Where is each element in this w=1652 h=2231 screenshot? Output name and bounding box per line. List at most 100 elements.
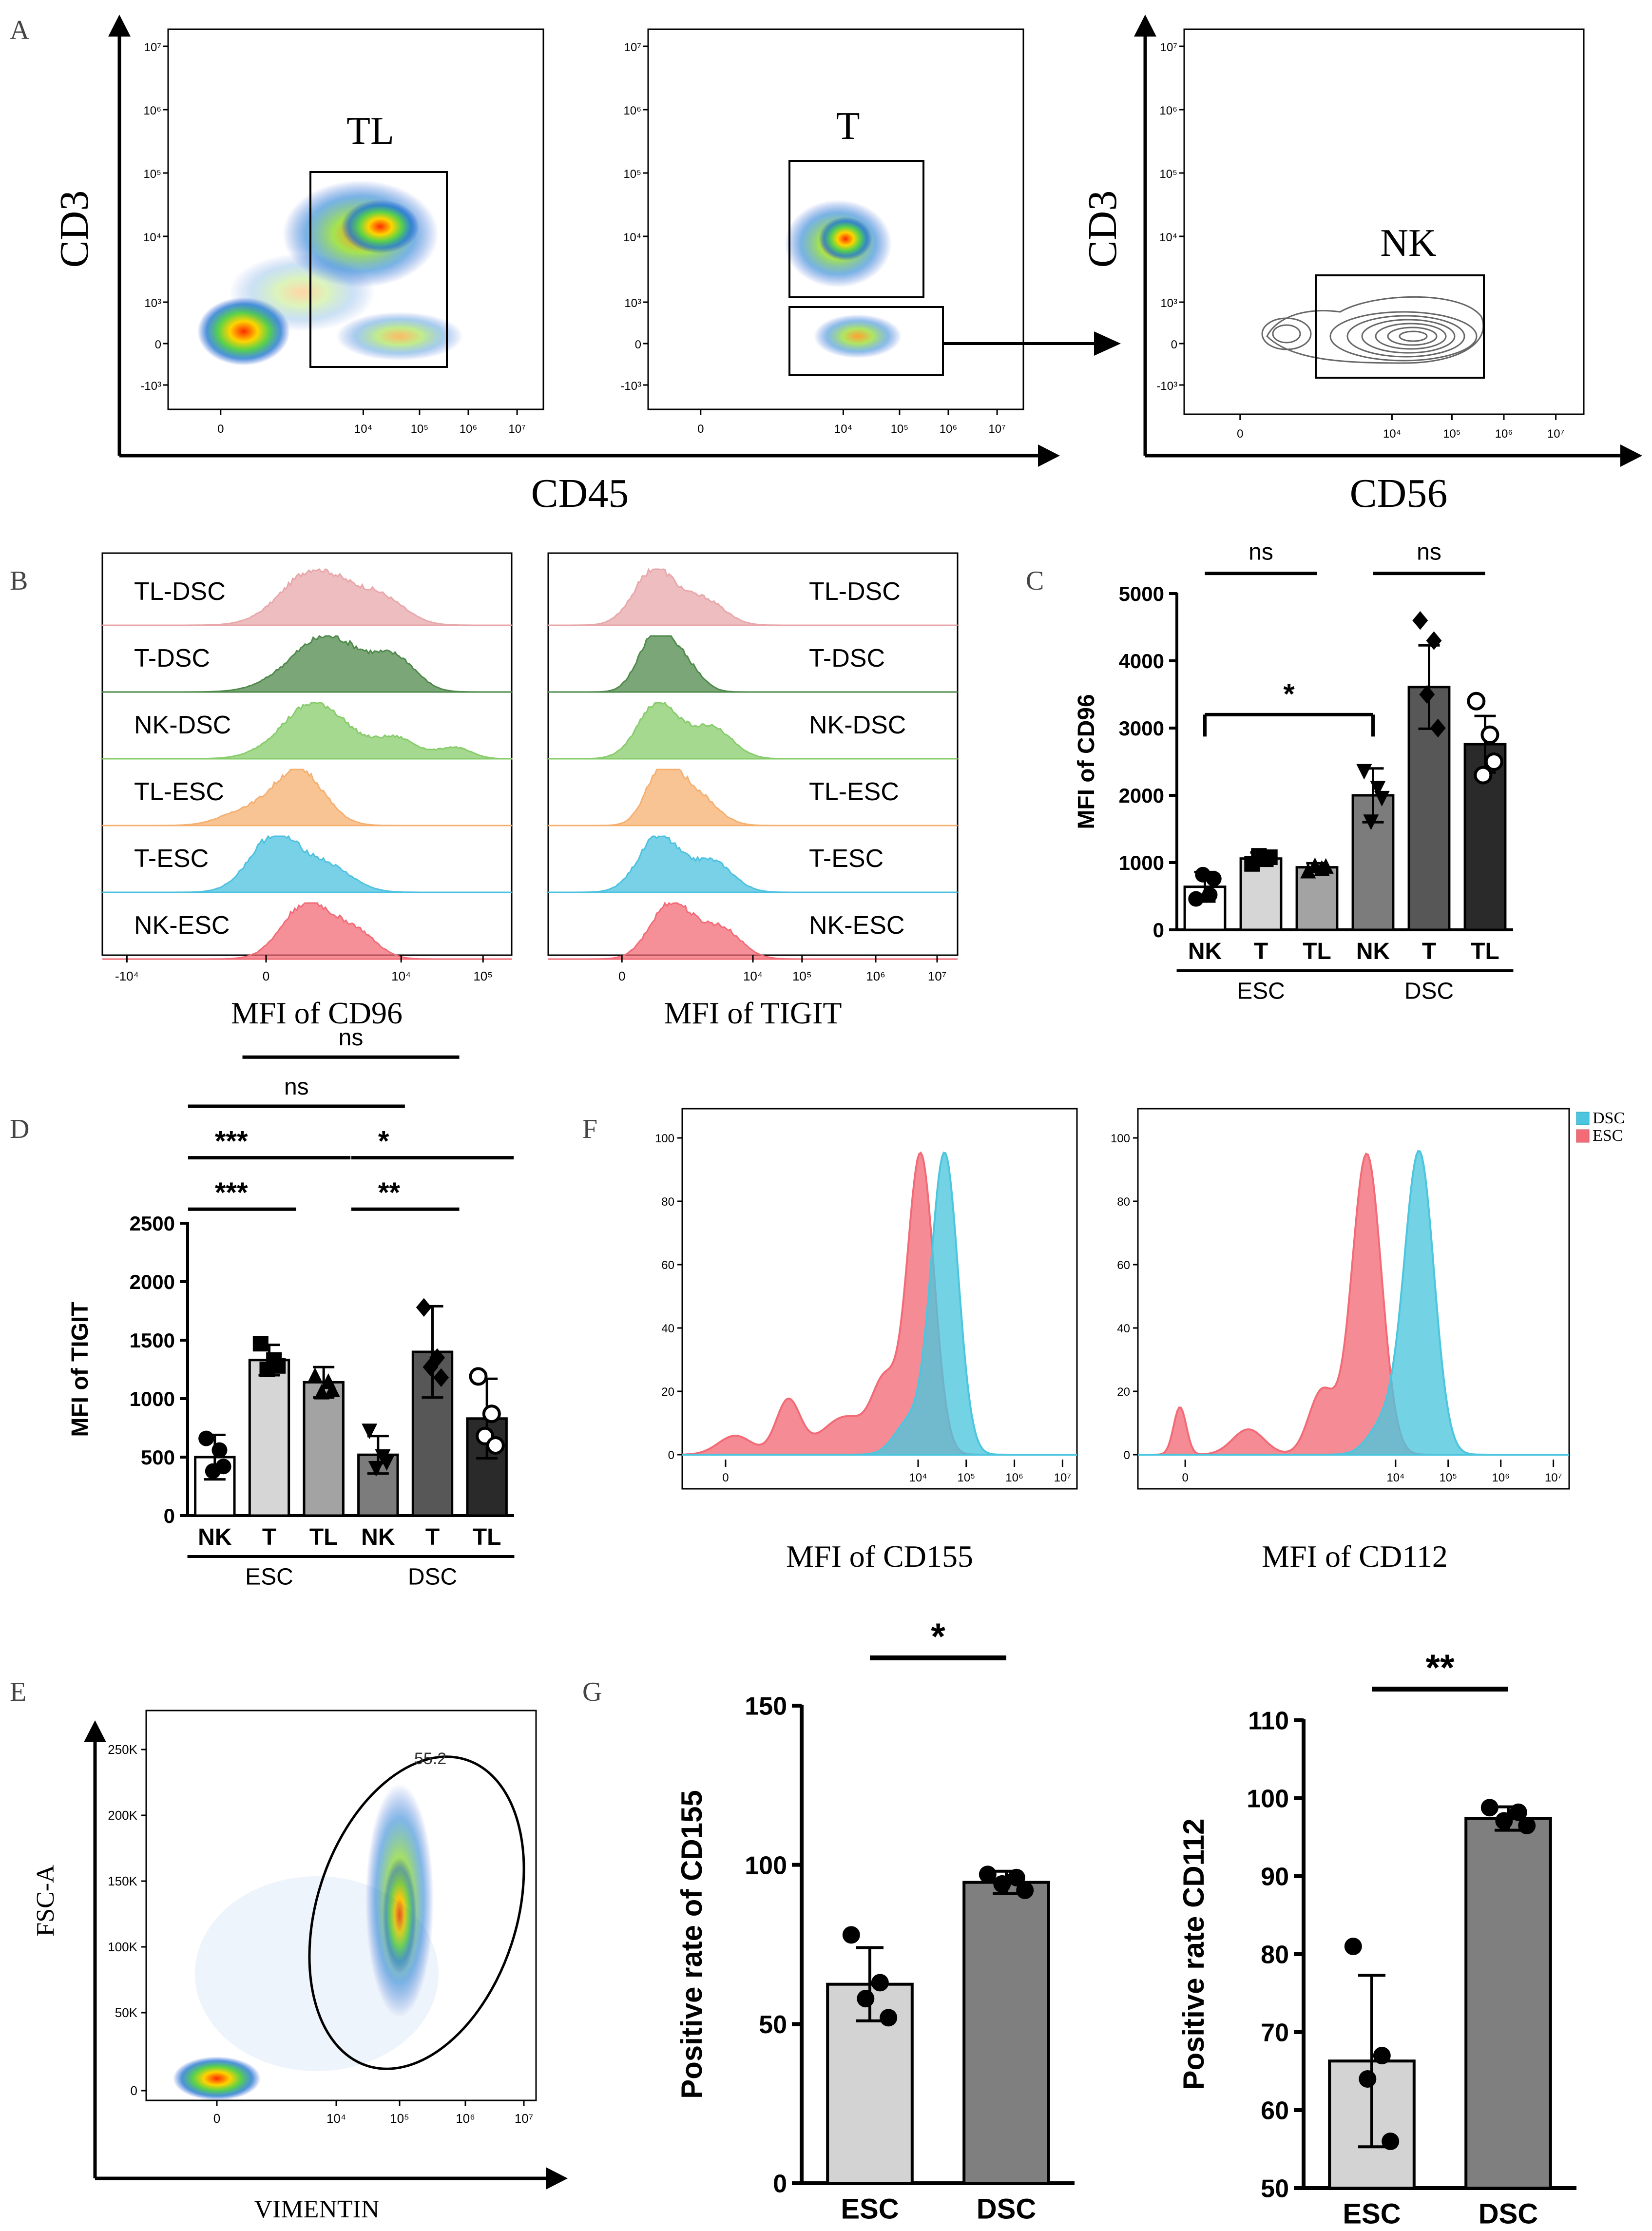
ytick-label: 80 [1261, 1941, 1289, 1969]
ytick-label: 0 [1153, 919, 1164, 942]
panel-label-b: B [10, 566, 28, 596]
xaxis-arrow-icon [1620, 444, 1642, 467]
data-point [198, 1430, 214, 1446]
category-label: T [425, 1524, 440, 1550]
ytick-label: 10⁵ [623, 168, 641, 181]
xtick-label: 10⁴ [834, 423, 852, 436]
data-point [379, 1455, 395, 1471]
panel-label-g: G [582, 1677, 602, 1707]
data-point [871, 1974, 889, 1992]
legend-label-dsc: DSC [1593, 1109, 1625, 1127]
significance-label: ns [339, 1025, 364, 1051]
ytick-label: 80 [661, 1195, 674, 1209]
xtick-label: 10⁵ [1443, 427, 1461, 441]
xtick-label: 10⁵ [390, 2111, 409, 2126]
category-label: DSC [1479, 2198, 1538, 2229]
ytick-label: 10⁴ [623, 231, 641, 244]
category-label: TL [1471, 939, 1499, 964]
data-point [1430, 718, 1446, 738]
gate-label-t: T [836, 105, 860, 148]
row-label: NK-ESC [809, 911, 904, 940]
significance-label: ** [1425, 1647, 1455, 1689]
data-point [252, 1336, 269, 1352]
ytick-label: 10⁵ [1159, 168, 1177, 181]
ytick-label: -10³ [620, 380, 641, 393]
xtick-label: -10⁴ [115, 969, 139, 983]
ytick-label: 20 [661, 1385, 674, 1399]
gate-nk [788, 306, 944, 376]
y-axis-label: Positive rate of CD155 [675, 1790, 708, 2099]
ytick-label: 5000 [1119, 582, 1164, 605]
panel-a-left-xlabel: CD45 [531, 471, 629, 516]
data-point [486, 1436, 505, 1455]
ytick-label: 2000 [1119, 784, 1164, 807]
gate-arrow-icon [1094, 331, 1121, 356]
ytick-label: 150K [108, 1874, 137, 1888]
ytick-label: 10⁵ [143, 168, 161, 181]
xtick-label: 10⁴ [391, 969, 411, 983]
data-point [433, 1368, 449, 1387]
data-point [1480, 725, 1499, 744]
data-point [211, 1442, 228, 1458]
gate-nk-final [1315, 274, 1485, 379]
ytick-label: 60 [1261, 2097, 1289, 2125]
xtick-label: 10⁷ [1545, 1471, 1562, 1484]
row-label: NK-DSC [809, 711, 906, 739]
xtick-label: 10⁷ [1547, 427, 1564, 441]
xtick-label: 0 [618, 969, 625, 983]
panel-a-right-xlabel: CD56 [1350, 471, 1448, 516]
data-point [362, 1423, 378, 1440]
ytick-label: 10³ [624, 297, 641, 310]
gate-label-tl: TL [346, 110, 394, 153]
category-label: T [1254, 939, 1268, 964]
data-point [1202, 887, 1218, 903]
ytick-label: 50K [115, 2005, 138, 2020]
data-point [842, 1926, 860, 1944]
ytick-label: -10³ [140, 380, 161, 393]
xaxis-arrow-icon [1038, 444, 1060, 467]
significance-label: * [1283, 677, 1295, 710]
ytick-label: 10⁶ [1159, 104, 1177, 117]
xtick-label: 0 [697, 423, 704, 436]
ytick-label: 10⁷ [144, 41, 161, 54]
yaxis-arrow-icon [84, 1720, 106, 1742]
xtick-label: 10⁷ [988, 423, 1005, 436]
panel-label-d: D [10, 1114, 29, 1144]
xtick-label: 10⁴ [909, 1471, 927, 1484]
panel-label-a: A [10, 15, 30, 45]
ytick-label: 110 [1248, 1707, 1289, 1735]
gate-label-nk: NK [1380, 222, 1437, 265]
xtick-label: 0 [263, 969, 269, 983]
category-label: NK [198, 1524, 232, 1550]
legend-swatch-dsc [1576, 1112, 1590, 1125]
data-point [880, 2009, 898, 2027]
panel-label-c: C [1026, 566, 1044, 596]
ytick-label: 1000 [1119, 851, 1164, 874]
significance-label: ns [1417, 539, 1441, 565]
xtick-label: 10⁶ [1005, 1471, 1023, 1484]
data-point [1373, 2047, 1391, 2064]
flow-plot-t: T [647, 28, 1121, 410]
data-point [416, 1298, 432, 1317]
xtick-label: 0 [1182, 1471, 1188, 1484]
xtick-label: 10⁵ [473, 969, 493, 983]
data-point [469, 1367, 488, 1386]
panel-c-chart: 0 1000 2000 3000 4000 5000 MFI of CD96 NK T TL NK T… [1074, 539, 1514, 1004]
row-label: TL-DSC [809, 577, 901, 606]
y-axis-label: MFI of CD96 [1074, 694, 1099, 829]
data-point [1363, 814, 1379, 830]
panel-b: TL-DSC T-DSC NK-DSC TL-ESC T-ESC NK-ESC -10⁴ 0 1… [101, 552, 959, 1030]
row-label: NK-ESC [134, 911, 230, 940]
data-point [368, 1461, 384, 1477]
data-point [1419, 685, 1435, 704]
xtick-label: 10⁷ [508, 423, 525, 436]
category-label: T [1422, 939, 1436, 964]
ytick-label: 90 [1261, 1863, 1289, 1891]
panel-b-right-xlabel: MFI of TIGIT [664, 996, 842, 1030]
bar-dsc [962, 1881, 1050, 2185]
panel-b-left-xlabel: MFI of CD96 [231, 996, 403, 1030]
ytick-label: 0 [131, 2083, 137, 2098]
data-point [1382, 2133, 1400, 2150]
xtick-label: 10⁴ [327, 2111, 346, 2126]
